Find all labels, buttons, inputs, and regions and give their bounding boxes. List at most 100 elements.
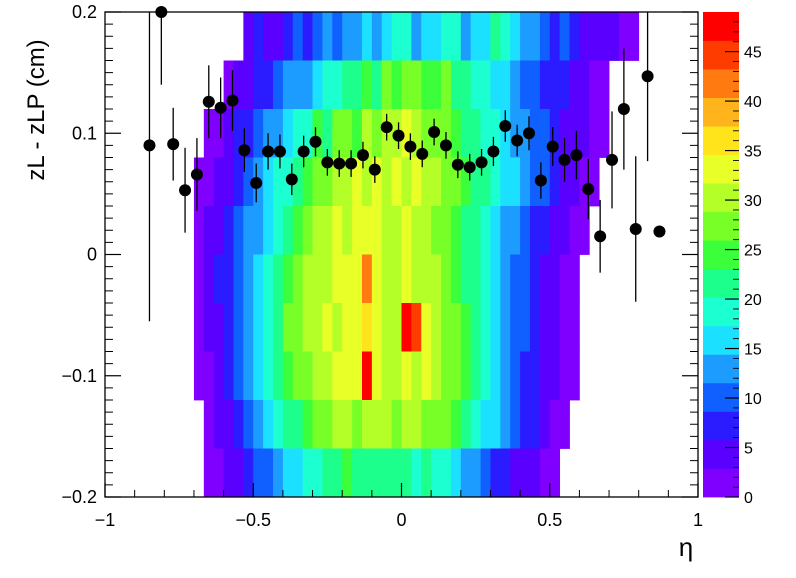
heatmap-cell xyxy=(223,206,234,255)
heatmap-cell xyxy=(391,206,402,255)
heatmap-cell xyxy=(421,109,432,158)
heatmap-cell xyxy=(203,303,215,352)
heatmap-cell xyxy=(520,157,531,207)
heatmap-cell xyxy=(431,206,442,255)
heatmap-cell xyxy=(450,351,462,401)
heatmap-cell xyxy=(510,12,521,61)
heatmap-cell xyxy=(352,206,363,255)
data-point xyxy=(167,138,180,151)
heatmap-cell xyxy=(342,254,353,304)
heatmap-cell xyxy=(609,12,620,61)
heatmap-cell xyxy=(441,12,452,61)
heatmap-cell xyxy=(381,303,393,352)
heatmap-cell xyxy=(391,12,402,61)
data-point xyxy=(297,145,310,158)
heatmap-cell xyxy=(381,206,393,255)
heatmap-cell xyxy=(460,206,472,255)
heatmap-cell xyxy=(559,109,570,158)
data-point xyxy=(499,119,512,132)
heatmap-cell xyxy=(520,206,531,255)
heatmap-cell xyxy=(391,303,402,352)
heatmap-cell xyxy=(332,448,343,498)
heatmap-cell xyxy=(381,448,393,498)
heatmap-cell xyxy=(569,12,580,61)
heatmap-cell xyxy=(312,351,323,401)
heatmap-cell xyxy=(401,303,412,352)
data-point xyxy=(522,127,535,140)
heatmap-cell xyxy=(302,157,313,207)
heatmap-cell xyxy=(203,254,215,304)
data-point xyxy=(333,157,346,170)
heatmap-cell xyxy=(520,60,531,110)
colorbar-tick-label: 15 xyxy=(744,342,762,359)
heatmap-cell xyxy=(470,206,481,255)
y-tick-label: 0.1 xyxy=(72,123,97,143)
data-point xyxy=(404,140,417,153)
heatmap-cell xyxy=(342,400,353,449)
heatmap-cell xyxy=(549,448,561,498)
heatmap-cell xyxy=(431,303,442,352)
data-point xyxy=(594,230,607,243)
heatmap-cell xyxy=(302,303,313,352)
heatmap-cell xyxy=(539,448,551,498)
heatmap-cell xyxy=(529,60,541,110)
heatmap-cell xyxy=(263,400,274,449)
colorbar-tick-label: 0 xyxy=(744,490,753,507)
heatmap-cell xyxy=(441,157,452,207)
heatmap-cell xyxy=(450,206,462,255)
heatmap-cell xyxy=(223,109,234,158)
x-tick-label: −0.5 xyxy=(235,510,271,530)
heatmap-cell xyxy=(253,351,264,401)
heatmap-cell xyxy=(411,303,422,352)
heatmap-cell xyxy=(223,157,234,207)
heatmap-cell xyxy=(490,303,501,352)
heatmap-cell xyxy=(253,60,264,110)
heatmap-cell xyxy=(292,12,304,61)
heatmap-cell xyxy=(233,157,244,207)
heatmap-cell xyxy=(302,448,313,498)
heatmap-cell xyxy=(549,206,561,255)
heatmap-cell xyxy=(618,12,630,61)
heatmap-cell xyxy=(322,351,333,401)
heatmap-cell xyxy=(292,303,304,352)
heatmap-cell xyxy=(282,12,294,61)
data-point xyxy=(226,94,239,107)
heatmap-cell xyxy=(529,206,541,255)
heatmap-cell xyxy=(510,109,521,158)
heatmap-cell xyxy=(431,448,442,498)
heatmap-cell xyxy=(529,254,541,304)
heatmap-cell xyxy=(223,254,234,304)
heatmap-cell xyxy=(401,157,412,207)
heatmap-cell xyxy=(213,303,224,352)
heatmap-cell xyxy=(352,303,363,352)
heatmap-cell xyxy=(579,157,590,207)
heatmap-cell xyxy=(253,303,264,352)
heatmap-cell xyxy=(450,400,462,449)
heatmap-cell xyxy=(352,109,363,158)
data-point xyxy=(262,145,275,158)
x-axis-label: η xyxy=(679,532,693,562)
heatmap-cell xyxy=(401,351,412,401)
heatmap-cell xyxy=(480,254,491,304)
heatmap-cell xyxy=(421,157,432,207)
colorbar: 0 5 10 15 20 25 30 35 40 45 xyxy=(703,12,762,507)
heatmap-cell xyxy=(470,448,481,498)
heatmap-cell xyxy=(599,109,610,158)
heatmap-cell xyxy=(549,254,561,304)
data-point xyxy=(380,121,393,134)
heatmap-cell xyxy=(460,60,472,110)
y-tick-label: 0.2 xyxy=(72,2,97,22)
heatmap-cell xyxy=(490,12,501,61)
heatmap-cell xyxy=(401,206,412,255)
data-point xyxy=(606,153,619,166)
heatmap-cell xyxy=(490,60,501,110)
heatmap-cell xyxy=(480,206,491,255)
data-point xyxy=(356,149,369,162)
heatmap-cell xyxy=(539,109,551,158)
heatmap-cell xyxy=(510,206,521,255)
colorbar-tick-label: 35 xyxy=(744,144,762,161)
heatmap-cell xyxy=(470,254,481,304)
heatmap-cell xyxy=(401,254,412,304)
heatmap-cell xyxy=(223,351,234,401)
